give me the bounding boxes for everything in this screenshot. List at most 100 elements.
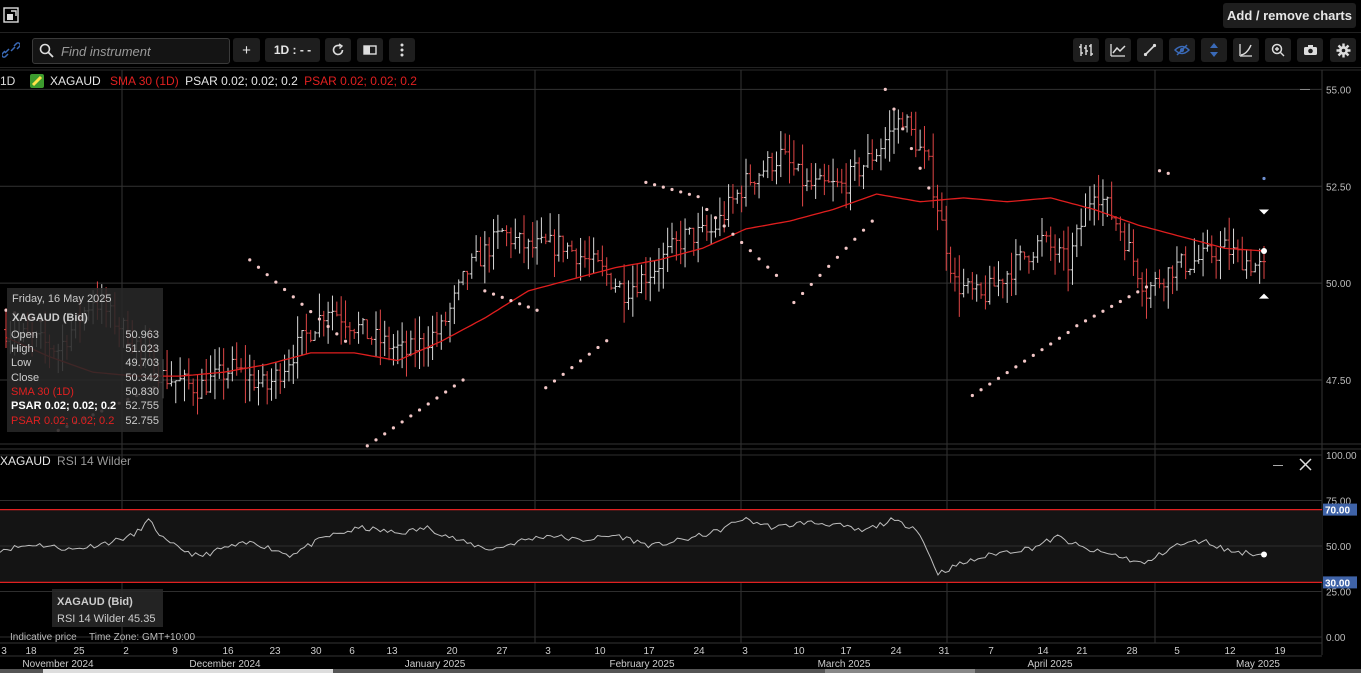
- psar-dot: [509, 298, 513, 303]
- price-bar: [822, 163, 827, 196]
- price-bar: [417, 316, 422, 370]
- search-input[interactable]: [59, 39, 228, 63]
- price-bar: [1070, 232, 1075, 285]
- price-bar: [1092, 184, 1097, 226]
- rsi-tick-label: 25.00: [1326, 588, 1351, 599]
- hide-drawings-button[interactable]: [1169, 38, 1195, 62]
- time-tick-label: 17: [840, 646, 852, 657]
- psar-dot: [644, 180, 648, 184]
- price-bar: [495, 214, 500, 249]
- price-bar: [835, 168, 840, 188]
- price-bar: [813, 163, 818, 199]
- settings-button[interactable]: [1330, 38, 1356, 62]
- price-bar: [1040, 218, 1044, 257]
- zoom-button[interactable]: [1265, 38, 1291, 62]
- rsi-minimize-icon[interactable]: [1273, 465, 1283, 466]
- price-bar: [1214, 247, 1219, 279]
- layout-button[interactable]: [357, 38, 383, 62]
- refresh-icon: [332, 43, 344, 56]
- time-tick-label: 19: [1274, 646, 1286, 657]
- indicators-button[interactable]: [1105, 38, 1131, 62]
- time-tick-label: 12: [1224, 646, 1236, 657]
- price-bar: [1005, 270, 1010, 303]
- price-bar: [230, 346, 235, 382]
- price-bar: [1057, 238, 1062, 263]
- price-bar: [461, 270, 466, 286]
- rsi-legend-indicator[interactable]: RSI 14 Wilder: [57, 454, 132, 468]
- rsi-legend-instrument[interactable]: XAGAUD: [0, 454, 51, 468]
- drawing-tools-button[interactable]: [1137, 38, 1163, 62]
- time-tick-label: 21: [1076, 646, 1088, 657]
- price-bar: [596, 249, 600, 263]
- psar-dot: [740, 240, 744, 245]
- vertical-scale-icon: [1210, 43, 1218, 57]
- price-bar: [700, 206, 705, 233]
- psar-dot: [1057, 336, 1062, 340]
- price-tick-label: 52.50: [1326, 182, 1351, 193]
- zoom-in-icon: [1271, 43, 1285, 57]
- more-vertical-icon: [400, 43, 404, 57]
- time-scrollbar-thumb-right[interactable]: [825, 669, 975, 673]
- rsi-close-icon[interactable]: [1299, 458, 1312, 471]
- legend-psar-2[interactable]: PSAR 0.02; 0.02; 0.2: [304, 74, 417, 88]
- time-tick-label: 14: [1037, 646, 1049, 657]
- price-bar: [648, 257, 653, 302]
- eye-off-icon: [1174, 44, 1190, 56]
- refresh-button[interactable]: [325, 38, 351, 62]
- psar-dot: [570, 366, 574, 370]
- psar-current-dot: [1262, 176, 1266, 181]
- psar-dot: [452, 384, 456, 388]
- snapshot-button[interactable]: [1297, 38, 1323, 62]
- psar-dot: [1049, 342, 1053, 346]
- psar-dot: [309, 310, 313, 314]
- time-tick-label: 2: [123, 646, 129, 657]
- interval-button[interactable]: 1D : - -: [265, 38, 320, 62]
- price-bar: [796, 163, 801, 172]
- price-bar: [1018, 245, 1023, 271]
- price-bar: [291, 344, 296, 384]
- time-scrollbar[interactable]: [0, 669, 1361, 673]
- instrument-color-swatch[interactable]: [30, 74, 44, 88]
- price-bar: [1240, 236, 1245, 271]
- price-bar: [896, 109, 901, 144]
- link-icon[interactable]: [1, 42, 21, 58]
- price-tick-label: 55.00: [1326, 85, 1351, 96]
- time-tick-label: 10: [594, 646, 606, 657]
- price-bar: [922, 126, 927, 169]
- psar-dot: [870, 219, 874, 223]
- autoscale-button[interactable]: [1201, 38, 1227, 62]
- legend-psar-1[interactable]: PSAR 0.02; 0.02; 0.2: [185, 74, 298, 88]
- price-bar: [1096, 174, 1101, 221]
- time-tick-label: 6: [349, 646, 355, 657]
- legend-sma[interactable]: SMA 30 (1D): [110, 74, 179, 88]
- tooltip-row-close: Close 50.342: [11, 372, 159, 384]
- instrument-search[interactable]: [32, 38, 230, 64]
- price-bar: [487, 237, 492, 273]
- price-bar: [387, 326, 392, 361]
- psar-dot: [927, 186, 931, 190]
- price-bar: [260, 363, 265, 388]
- price-bar: [1074, 224, 1079, 258]
- price-bar: [313, 330, 318, 341]
- price-bar: [256, 370, 261, 406]
- price-bar: [931, 133, 936, 209]
- more-menu-button[interactable]: [389, 38, 415, 62]
- legend-instrument[interactable]: XAGAUD: [50, 74, 101, 88]
- psar-dot: [265, 273, 269, 277]
- rsi-band-tag: [1323, 576, 1357, 589]
- price-bar: [1031, 251, 1036, 271]
- time-scrollbar-thumb[interactable]: [43, 669, 333, 673]
- detach-window-icon[interactable]: [3, 7, 20, 24]
- psar-dot: [774, 273, 779, 277]
- price-bar: [809, 163, 814, 190]
- bar-type-button[interactable]: [1073, 38, 1099, 62]
- price-bar: [1022, 251, 1027, 260]
- price-bar: [1061, 230, 1066, 271]
- price-panel-minimize-icon[interactable]: [1300, 89, 1310, 90]
- psar-dot: [365, 444, 369, 448]
- top-bar: Add / remove charts: [0, 0, 1361, 33]
- add-remove-charts-button[interactable]: Add / remove charts: [1223, 3, 1356, 28]
- add-instrument-button[interactable]: +: [233, 38, 260, 62]
- curve-tool-button[interactable]: [1233, 38, 1259, 62]
